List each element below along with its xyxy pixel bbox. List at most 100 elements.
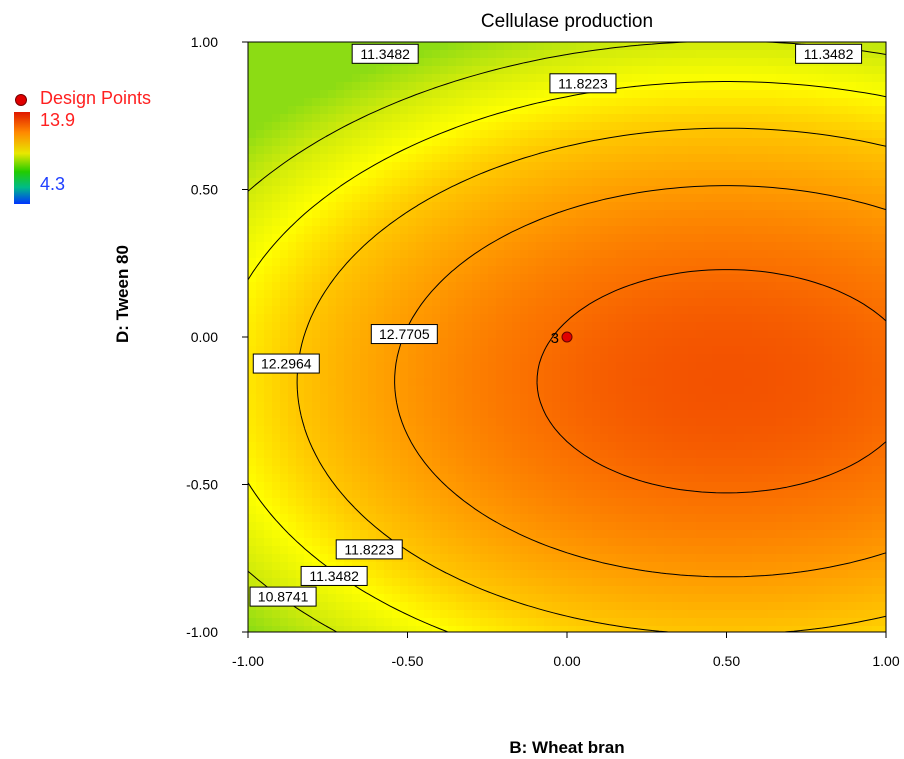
heat-cell: [560, 514, 569, 523]
heat-cell: [368, 562, 377, 571]
heat-cell: [536, 186, 545, 195]
heat-cell: [416, 210, 425, 219]
heat-cell: [768, 522, 777, 531]
heat-cell: [672, 42, 681, 51]
heat-cell: [664, 466, 673, 475]
heat-cell: [760, 578, 769, 587]
heat-cell: [624, 250, 633, 259]
heat-cell: [728, 370, 737, 379]
heat-cell: [352, 618, 361, 627]
heat-cell: [280, 266, 289, 275]
heat-cell: [400, 162, 409, 171]
heat-cell: [728, 74, 737, 83]
heat-cell: [368, 490, 377, 499]
heat-cell: [728, 146, 737, 155]
heat-cell: [616, 186, 625, 195]
heat-cell: [584, 490, 593, 499]
heat-cell: [744, 450, 753, 459]
heat-cell: [704, 330, 713, 339]
heat-cell: [432, 522, 441, 531]
heat-cell: [392, 258, 401, 267]
heat-cell: [536, 50, 545, 59]
heat-cell: [488, 354, 497, 363]
heat-cell: [424, 274, 433, 283]
heat-cell: [632, 418, 641, 427]
heat-cell: [312, 130, 321, 139]
heat-cell: [640, 490, 649, 499]
heat-cell: [616, 50, 625, 59]
heat-cell: [264, 514, 273, 523]
heat-cell: [544, 482, 553, 491]
heat-cell: [272, 346, 281, 355]
heat-cell: [424, 578, 433, 587]
heat-cell: [520, 618, 529, 627]
heat-cell: [768, 418, 777, 427]
heat-cell: [480, 298, 489, 307]
heat-cell: [488, 122, 497, 131]
heat-cell: [552, 490, 561, 499]
heat-cell: [392, 618, 401, 627]
heat-cell: [400, 394, 409, 403]
heat-cell: [344, 586, 353, 595]
heat-cell: [424, 570, 433, 579]
heat-cell: [712, 594, 721, 603]
heat-cell: [336, 394, 345, 403]
heat-cell: [360, 234, 369, 243]
heat-cell: [448, 82, 457, 91]
heat-cell: [304, 266, 313, 275]
heat-cell: [512, 258, 521, 267]
heat-cell: [680, 458, 689, 467]
heat-cell: [704, 514, 713, 523]
heat-cell: [248, 282, 257, 291]
heat-cell: [416, 194, 425, 203]
heat-cell: [504, 386, 513, 395]
heat-cell: [504, 234, 513, 243]
heat-cell: [448, 178, 457, 187]
heat-cell: [728, 130, 737, 139]
heat-cell: [616, 570, 625, 579]
heat-cell: [528, 498, 537, 507]
heat-cell: [752, 410, 761, 419]
heat-cell: [320, 74, 329, 83]
heat-cell: [680, 618, 689, 627]
heat-cell: [560, 130, 569, 139]
heat-cell: [376, 290, 385, 299]
heat-cell: [384, 474, 393, 483]
heat-cell: [416, 410, 425, 419]
heat-cell: [328, 210, 337, 219]
heat-cell: [656, 378, 665, 387]
heat-cell: [608, 546, 617, 555]
heat-cell: [616, 578, 625, 587]
heat-cell: [496, 306, 505, 315]
heat-cell: [440, 234, 449, 243]
heat-cell: [576, 258, 585, 267]
heat-cell: [640, 226, 649, 235]
heat-cell: [608, 298, 617, 307]
heat-cell: [712, 402, 721, 411]
heat-cell: [776, 194, 785, 203]
heat-cell: [384, 298, 393, 307]
heat-cell: [464, 122, 473, 131]
heat-cell: [392, 490, 401, 499]
heat-cell: [504, 618, 513, 627]
heat-cell: [552, 570, 561, 579]
heat-cell: [736, 570, 745, 579]
heat-cell: [448, 378, 457, 387]
heat-cell: [528, 442, 537, 451]
heat-cell: [768, 162, 777, 171]
heat-cell: [304, 498, 313, 507]
heat-cell: [264, 202, 273, 211]
heat-cell: [376, 562, 385, 571]
heat-cell: [456, 90, 465, 99]
heat-cell: [280, 274, 289, 283]
heat-cell: [360, 370, 369, 379]
heat-cell: [424, 266, 433, 275]
heat-cell: [576, 442, 585, 451]
heat-cell: [576, 594, 585, 603]
heat-cell: [728, 98, 737, 107]
heat-cell: [632, 210, 641, 219]
heat-cell: [696, 586, 705, 595]
heat-cell: [536, 442, 545, 451]
heat-cell: [360, 98, 369, 107]
heat-cell: [576, 378, 585, 387]
